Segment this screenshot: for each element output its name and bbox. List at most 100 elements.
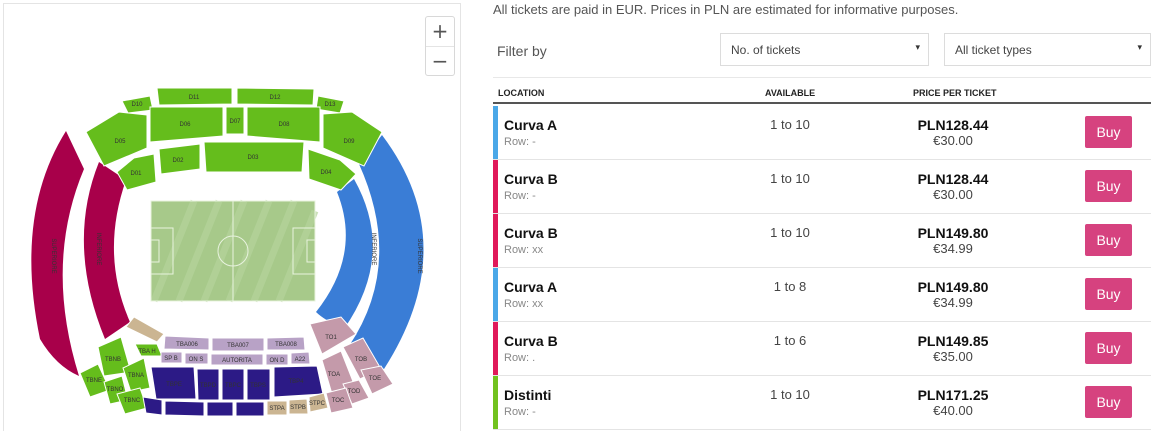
section-toe[interactable] (360, 365, 394, 395)
section-tbpc[interactable] (221, 368, 245, 401)
section-tan[interactable] (125, 316, 165, 343)
table-row: Curva B Row: . 1 to 6 PLN149.85 €35.00 B… (493, 322, 1151, 376)
price-pln: PLN149.85 (917, 333, 989, 349)
label-superiore-left: SUPERIORE (50, 238, 56, 273)
label-tbna: TBNA (128, 373, 144, 379)
section-inferiore-left[interactable] (83, 162, 130, 339)
section-d06[interactable] (149, 106, 224, 143)
section-stpc[interactable] (308, 392, 329, 413)
table-row: Curva A Row: xx 1 to 8 PLN149.80 €34.99 … (493, 268, 1151, 322)
availability: 1 to 6 (773, 333, 807, 348)
label-inferiore-left: INFERIORE (95, 233, 101, 266)
price-eur: €34.99 (933, 241, 973, 256)
section-ons[interactable] (184, 352, 209, 365)
section-d05[interactable] (85, 111, 148, 167)
label-tob: TOB (355, 357, 367, 363)
section-navy-row-3[interactable] (206, 401, 234, 417)
row-info: Row: - (504, 190, 536, 202)
section-tbpd[interactable] (196, 368, 220, 401)
price-eur: €35.00 (933, 349, 973, 364)
label-d01: D01 (130, 171, 142, 177)
section-d12[interactable] (236, 87, 315, 106)
section-navy-row-2[interactable] (164, 400, 205, 417)
zoom-out-button[interactable]: − (426, 46, 454, 75)
section-ond[interactable] (265, 353, 289, 366)
section-d04[interactable] (307, 148, 357, 191)
column-location: LOCATION (498, 88, 545, 98)
buy-button[interactable]: Buy (1085, 170, 1132, 202)
label-d09: D09 (343, 139, 355, 145)
label-tba008: TBA008 (275, 342, 297, 348)
label-tbah: TBA H (138, 349, 155, 355)
stadium-map[interactable]: SUPERIORE INFERIORE SUPERIORE INFERIORE … (4, 4, 460, 432)
section-tbpe[interactable] (150, 366, 197, 400)
price-eur: €34.99 (933, 295, 973, 310)
label-toe: TOE (369, 376, 381, 382)
section-d01[interactable] (116, 153, 157, 191)
label-d11: D11 (189, 95, 200, 101)
buy-button[interactable]: Buy (1085, 332, 1132, 364)
section-to1[interactable] (309, 316, 357, 355)
section-autorita[interactable] (210, 353, 264, 366)
section-color-stripe (493, 160, 498, 213)
section-toc[interactable] (325, 387, 354, 414)
label-toa: TOA (328, 372, 340, 378)
section-d07[interactable] (225, 106, 245, 135)
label-d12: D12 (269, 95, 281, 101)
section-tbps[interactable] (246, 368, 271, 401)
section-color-stripe (493, 376, 498, 429)
section-superiore-right[interactable] (349, 135, 424, 369)
label-a22: A22 (295, 357, 306, 363)
section-tba006[interactable] (163, 335, 210, 351)
section-inferiore-right[interactable] (316, 179, 373, 329)
pitch (150, 199, 319, 303)
section-d02[interactable] (158, 143, 201, 175)
section-d11[interactable] (156, 87, 233, 106)
section-d08[interactable] (246, 106, 321, 143)
section-superiore-left[interactable] (31, 131, 84, 376)
ticket-type-select[interactable]: All ticket types ▾ (944, 33, 1151, 66)
column-available: AVAILABLE (765, 88, 816, 98)
section-d09[interactable] (322, 111, 383, 167)
label-toc: TOC (332, 398, 345, 404)
row-info: Row: - (504, 406, 536, 418)
label-tbp4: TBP4 (288, 379, 304, 385)
price-pln: PLN149.80 (917, 225, 989, 241)
section-tbna[interactable] (122, 357, 151, 393)
section-d03[interactable] (203, 141, 305, 173)
zoom-in-button[interactable]: + (431, 19, 449, 43)
section-spb[interactable] (160, 351, 183, 364)
section-navy-row-4[interactable] (235, 401, 265, 417)
section-color-stripe (493, 214, 498, 267)
buy-button[interactable]: Buy (1085, 224, 1132, 256)
buy-button[interactable]: Buy (1085, 116, 1132, 148)
section-tba007[interactable] (211, 337, 265, 352)
availability: 1 to 8 (773, 279, 807, 294)
label-ond: ON D (270, 358, 286, 364)
label-tba006: TBA006 (176, 342, 198, 348)
buy-button[interactable]: Buy (1085, 386, 1132, 418)
section-a22[interactable] (290, 351, 311, 365)
label-d07: D07 (229, 119, 241, 125)
label-tbnb: TBNB (105, 357, 121, 363)
availability: 1 to 10 (770, 171, 810, 186)
section-navy-row-1[interactable] (142, 396, 163, 416)
tickets-count-value: No. of tickets (731, 43, 801, 57)
label-to1: TO1 (325, 335, 337, 341)
label-tbpd: TBPD (200, 383, 217, 389)
tickets-count-select[interactable]: No. of tickets ▾ (720, 33, 929, 66)
label-d13: D13 (324, 102, 336, 108)
buy-button[interactable]: Buy (1085, 278, 1132, 310)
price-eur: €40.00 (933, 403, 973, 418)
location-name: Curva A (504, 279, 558, 295)
section-stpa[interactable] (266, 400, 288, 416)
location-name: Distinti (504, 387, 552, 403)
section-stpb[interactable] (288, 398, 309, 415)
stadium-map-panel[interactable]: SUPERIORE INFERIORE SUPERIORE INFERIORE … (3, 3, 461, 431)
label-tba007: TBA007 (227, 343, 249, 349)
location-name: Curva B (504, 333, 558, 349)
section-tba008[interactable] (266, 336, 306, 351)
ticket-rows: Curva A Row: - 1 to 10 PLN128.44 €30.00 … (493, 106, 1151, 430)
table-row: Curva A Row: - 1 to 10 PLN128.44 €30.00 … (493, 106, 1151, 160)
availability: 1 to 10 (770, 117, 810, 132)
